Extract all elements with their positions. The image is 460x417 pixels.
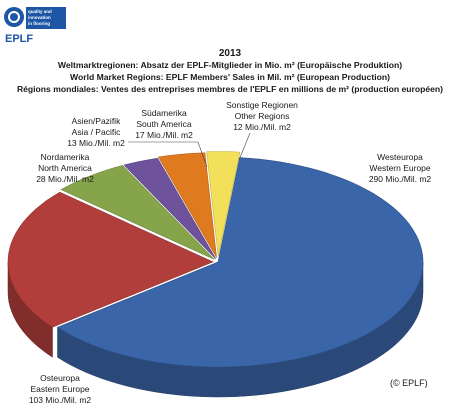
chart-subtitle-fr: Régions mondiales: Ventes des entreprise… — [17, 84, 443, 94]
chart-title: 2013 — [219, 48, 242, 59]
label-other-regions-1: Sonstige Regionen — [226, 100, 298, 110]
logo-tagline-2: innovation — [28, 15, 51, 20]
label-south-america-2: South America — [136, 119, 192, 129]
label-eastern-europe-2: Eastern Europe — [30, 384, 89, 394]
label-other-regions-2: Other Regions — [235, 111, 290, 121]
logo-mark-icon — [4, 7, 24, 27]
pie-slice-western-europe — [56, 157, 424, 368]
label-north-america-3: 28 Mio./Mil. m2 — [36, 174, 94, 184]
logo-tagline-box — [26, 7, 66, 29]
label-asia-pacific-2: Asia / Pacific — [72, 127, 121, 137]
pie-slice-north-america — [60, 165, 215, 260]
pie-slice-asia-pacific — [123, 157, 217, 260]
slice-labels: Westeuropa Western Europe 290 Mio./Mil. … — [29, 100, 432, 405]
label-western-europe-3: 290 Mio./Mil. m2 — [369, 174, 432, 184]
logo-name: EPLF — [5, 33, 33, 45]
label-eastern-europe-3: 103 Mio./Mil. m2 — [29, 395, 92, 405]
label-asia-pacific-1: Asien/Pazifik — [72, 116, 121, 126]
pie-slice-other-regions — [206, 151, 241, 257]
label-western-europe-1: Westeuropa — [377, 152, 423, 162]
label-western-europe-2: Western Europe — [369, 163, 431, 173]
label-asia-pacific-3: 13 Mio./Mil. m2 — [67, 138, 125, 148]
pie-tops — [7, 151, 424, 368]
label-other-regions-3: 12 Mio./Mil. m2 — [233, 122, 291, 132]
leader-lines — [128, 132, 251, 168]
copyright-note: (© EPLF) — [390, 378, 428, 388]
logo-tagline-1: quality and — [28, 9, 52, 14]
label-north-america-2: North America — [38, 163, 92, 173]
label-south-america-1: Südamerika — [141, 108, 187, 118]
chart-subtitle-de: Weltmarktregionen: Absatz der EPLF-Mitgl… — [58, 60, 402, 70]
leader-line-other — [238, 132, 251, 161]
chart-subtitle-en: World Market Regions: EPLF Members' Sale… — [70, 72, 390, 82]
eplf-logo: quality and innovation in flooring EPLF — [4, 7, 66, 45]
label-eastern-europe-1: Osteuropa — [40, 373, 80, 383]
label-south-america-3: 17 Mio./Mil. m2 — [135, 130, 193, 140]
pie-slice-eastern-europe — [7, 191, 214, 328]
pie-slice-south-america — [157, 152, 217, 258]
leader-line-asia — [128, 141, 208, 168]
logo-tagline-3: in flooring — [28, 21, 50, 26]
label-north-america-1: Nordamerika — [41, 152, 90, 162]
